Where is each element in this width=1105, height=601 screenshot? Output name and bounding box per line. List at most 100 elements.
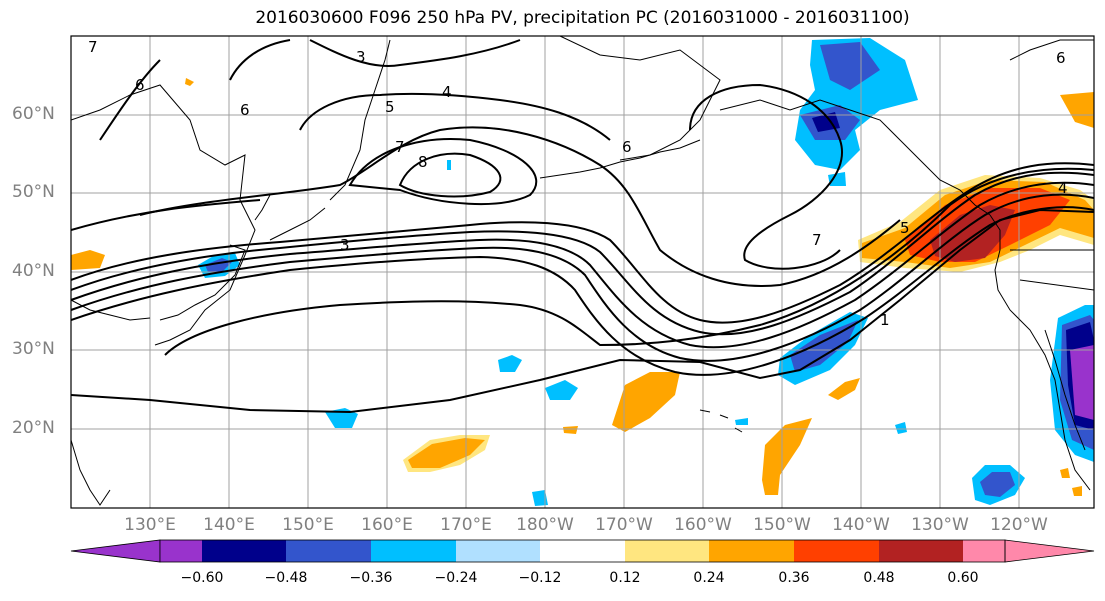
colorbar-frame bbox=[159, 539, 1006, 563]
colorbar-tick-label: 0.24 bbox=[693, 570, 725, 586]
colorbar-tick-label: 0.60 bbox=[947, 570, 979, 586]
precip-neg-alaska-core bbox=[820, 42, 880, 90]
colorbar-extend-max bbox=[1004, 539, 1095, 563]
lon-label: 140°E bbox=[203, 515, 255, 535]
colorbar-segment bbox=[879, 540, 963, 562]
contour-label: 8 bbox=[418, 153, 428, 171]
colorbar-tick-label: 0.48 bbox=[863, 570, 895, 586]
graticule bbox=[71, 36, 1094, 508]
lon-label: 150°W bbox=[753, 515, 811, 535]
precip-neg-mexico-max bbox=[1070, 345, 1094, 420]
lon-label: 130°W bbox=[911, 515, 969, 535]
precip-pos-central2 bbox=[762, 418, 812, 495]
precip-neg-e3 bbox=[735, 418, 748, 425]
pv-contour-aleutlow bbox=[689, 83, 843, 270]
lon-label: 120°W bbox=[990, 515, 1048, 535]
lat-label: 60°N bbox=[12, 104, 55, 124]
coast-kamchatka bbox=[329, 39, 391, 201]
lon-label: 170°E bbox=[440, 515, 492, 535]
precip-neg-w4 bbox=[532, 490, 548, 506]
coastlines bbox=[71, 36, 1094, 506]
contour-label: 7 bbox=[88, 38, 98, 56]
pv-contour-7 bbox=[71, 206, 1094, 376]
coast-na-west bbox=[989, 214, 1091, 491]
precip-neg-small1 bbox=[828, 172, 846, 186]
pv-contour-4 bbox=[71, 171, 1094, 336]
precip-neg-w2 bbox=[498, 355, 522, 372]
coast-japan bbox=[159, 194, 271, 321]
pv-contour-low2 bbox=[398, 152, 502, 198]
colorbar-tick-label: −0.48 bbox=[264, 570, 308, 586]
pv-contour-1 bbox=[71, 208, 1094, 414]
colorbar-segment bbox=[160, 540, 202, 562]
precip-neg-e1-core bbox=[980, 472, 1015, 497]
coast-canada-east bbox=[1009, 39, 1094, 291]
contour-label: 7 bbox=[812, 231, 822, 249]
colorbar-segment bbox=[202, 540, 286, 562]
pv-contour-low1 bbox=[348, 138, 538, 206]
coast-asia bbox=[71, 84, 256, 346]
precip-pos-small-3 bbox=[1072, 486, 1082, 496]
coast-kuril bbox=[269, 207, 326, 241]
precip-pos-bc bbox=[1060, 92, 1094, 128]
precip-neg-w1 bbox=[325, 408, 358, 428]
pv-contour-5 bbox=[71, 181, 1094, 349]
map-title: 2016030600 F096 250 hPa PV, precipitatio… bbox=[255, 8, 910, 28]
pv-contour-3 bbox=[71, 162, 1094, 324]
contour-label: 6 bbox=[135, 76, 145, 94]
pv-contour-nw bbox=[71, 39, 291, 231]
lon-label: 160°E bbox=[361, 515, 413, 535]
colorbar-extend-min bbox=[70, 539, 161, 563]
coast-hawaii bbox=[699, 409, 743, 433]
colorbar-tick-label: 0.12 bbox=[609, 570, 641, 586]
contour-label: 6 bbox=[1056, 49, 1066, 67]
pv-contours bbox=[71, 39, 1094, 414]
colorbar bbox=[70, 539, 1095, 563]
contour-label: 6 bbox=[240, 101, 250, 119]
pv-contour-polar bbox=[139, 126, 901, 287]
contour-label: 4 bbox=[1058, 179, 1068, 197]
precip-pos-central4 bbox=[828, 378, 860, 400]
colorbar-segment bbox=[625, 540, 709, 562]
contour-label: 3 bbox=[356, 48, 366, 66]
colorbar-segment bbox=[540, 540, 625, 562]
contour-label: 5 bbox=[385, 98, 395, 116]
pv-contour-top2 bbox=[299, 92, 611, 141]
lon-label: 160°W bbox=[674, 515, 732, 535]
contour-label: 5 bbox=[900, 219, 910, 237]
precip-pos-small-2 bbox=[1060, 468, 1070, 478]
contour-label: 6 bbox=[622, 138, 632, 156]
lon-label: 140°W bbox=[832, 515, 890, 535]
pv-contour-6 bbox=[71, 193, 1094, 362]
precip-pos-small-nw bbox=[185, 78, 194, 86]
contour-label: 4 bbox=[442, 83, 452, 101]
coast-taiwan-ph bbox=[71, 439, 111, 506]
colorbar-tick-label: 0.36 bbox=[778, 570, 810, 586]
colorbar-tick-label: −0.12 bbox=[518, 570, 562, 586]
map-frame bbox=[70, 35, 1095, 509]
lat-label: 40°N bbox=[12, 261, 55, 281]
lon-label: 150°E bbox=[282, 515, 334, 535]
pv-contour-2 bbox=[164, 167, 1094, 356]
lon-label: 170°W bbox=[595, 515, 653, 535]
colorbar-segment bbox=[371, 540, 456, 562]
lat-label: 50°N bbox=[12, 182, 55, 202]
lon-label: 180°W bbox=[516, 515, 574, 535]
colorbar-tick-label: −0.60 bbox=[180, 570, 224, 586]
precip-neg-w3 bbox=[545, 380, 578, 400]
contour-label: 3 bbox=[340, 236, 350, 254]
pv-contour-top bbox=[309, 39, 521, 67]
precip-neg-e2 bbox=[895, 422, 907, 434]
lon-label: 130°E bbox=[124, 515, 176, 535]
precip-pos-ne-pacific-max bbox=[930, 205, 1015, 262]
contour-label: 7 bbox=[395, 138, 405, 156]
colorbar-tick-label: −0.36 bbox=[349, 570, 393, 586]
coast-baja bbox=[1044, 329, 1086, 451]
coast-alaska bbox=[559, 36, 991, 216]
colorbar-segment bbox=[286, 540, 371, 562]
colorbar-segment bbox=[709, 540, 794, 562]
lat-label: 20°N bbox=[12, 418, 55, 438]
colorbar-segment bbox=[794, 540, 879, 562]
colorbar-tick-label: −0.24 bbox=[434, 570, 478, 586]
